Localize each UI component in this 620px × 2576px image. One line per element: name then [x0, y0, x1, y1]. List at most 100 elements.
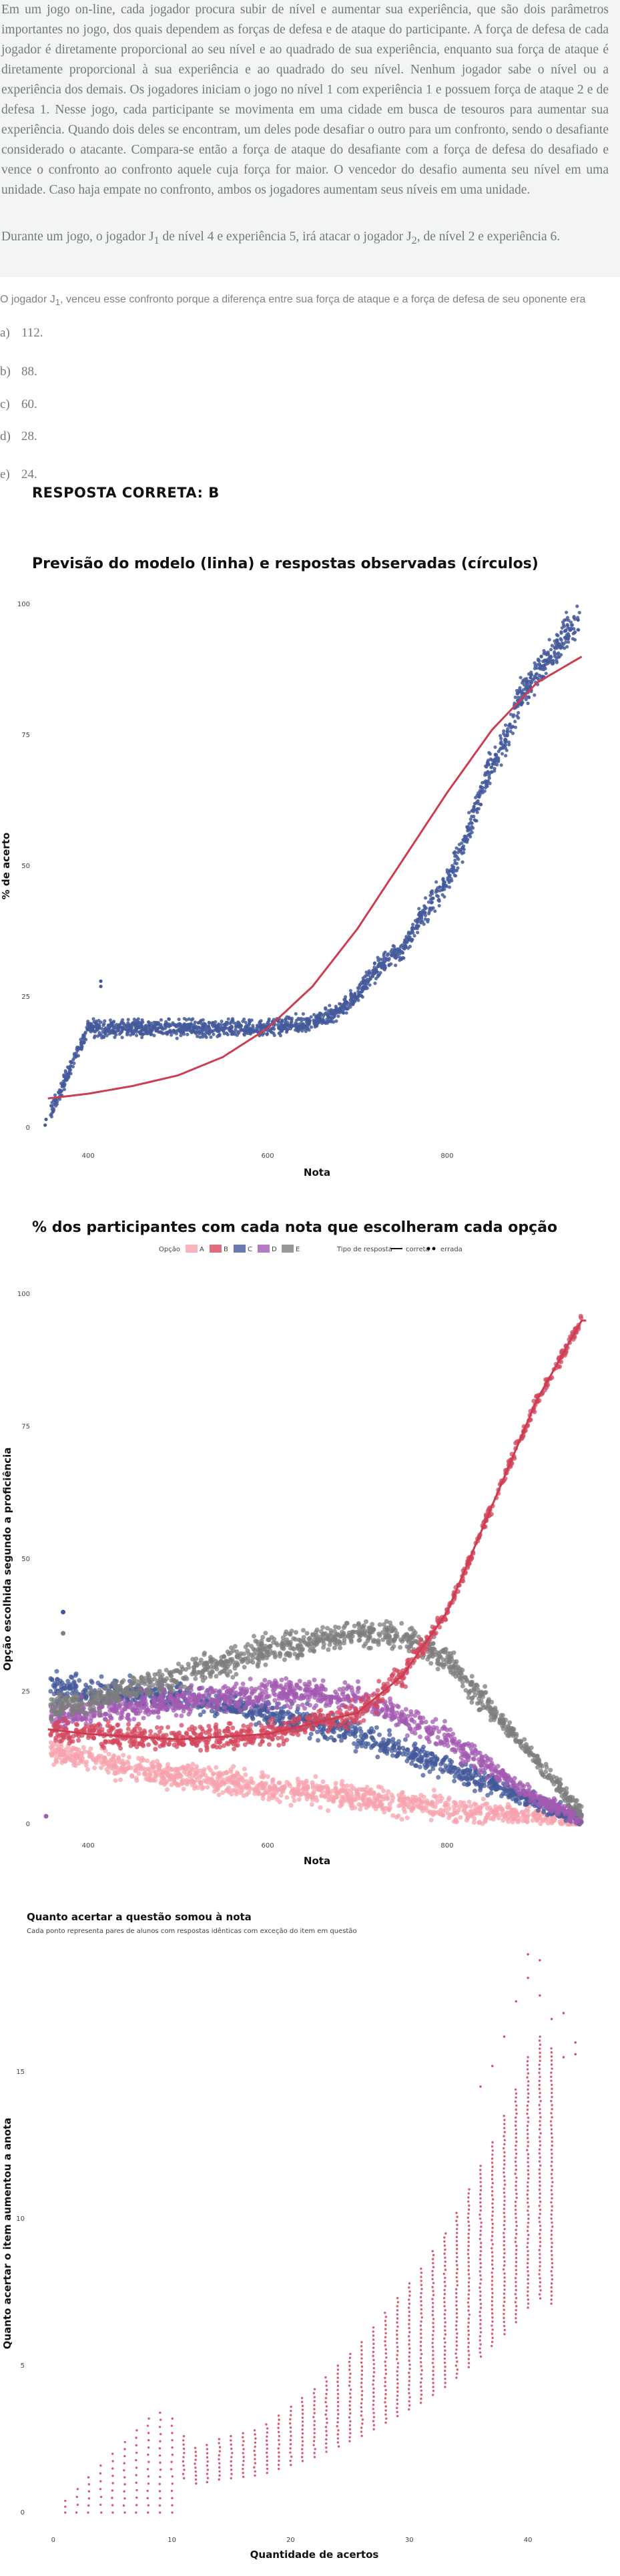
observed-point	[277, 1032, 281, 1036]
observed-point	[175, 1036, 179, 1040]
option-point	[180, 1777, 186, 1783]
option-point	[314, 1729, 320, 1735]
observed-point	[533, 661, 537, 665]
option-c[interactable]: c) 60.	[0, 397, 37, 411]
option-point	[272, 1698, 278, 1703]
observed-point	[99, 1033, 103, 1037]
option-point	[421, 1805, 426, 1811]
observed-point	[179, 1034, 183, 1038]
option-point	[125, 1761, 131, 1766]
option-point	[493, 1784, 499, 1789]
option-point	[76, 1761, 81, 1766]
option-point	[431, 1793, 436, 1799]
observed-point	[180, 1028, 185, 1032]
option-point	[330, 1789, 335, 1794]
observed-point	[289, 1021, 293, 1025]
observed-point	[244, 1025, 248, 1029]
option-point	[234, 1770, 240, 1775]
observed-point	[556, 655, 561, 659]
observed-point	[150, 1026, 154, 1030]
option-point	[356, 1685, 361, 1691]
option-point	[62, 1755, 67, 1760]
option-point	[349, 1783, 354, 1789]
observed-point	[315, 1024, 319, 1028]
observed-point	[190, 1018, 194, 1022]
observed-point	[368, 977, 372, 981]
option-point	[176, 1771, 182, 1777]
option-point	[322, 1734, 328, 1739]
observed-point	[363, 980, 367, 984]
observed-point	[453, 858, 457, 863]
observed-point	[538, 666, 542, 670]
option-point	[301, 1711, 306, 1717]
observed-point	[135, 1018, 139, 1022]
option-point	[61, 1751, 67, 1757]
option-point	[141, 1715, 146, 1721]
observed-point	[75, 1046, 80, 1050]
option-point	[364, 1784, 370, 1789]
observed-point	[167, 1030, 171, 1034]
observed-point	[224, 1031, 228, 1035]
option-point	[331, 1797, 336, 1803]
observed-point	[500, 752, 505, 756]
observed-point	[486, 779, 491, 783]
observed-point	[71, 1064, 75, 1069]
option-point	[370, 1737, 376, 1743]
observed-point	[397, 947, 401, 951]
option-point	[473, 1781, 479, 1787]
observed-point	[72, 1061, 76, 1066]
observed-point	[230, 1017, 235, 1021]
option-point	[418, 1734, 423, 1739]
option-point	[134, 1778, 139, 1783]
observed-point	[553, 645, 557, 649]
observed-point	[438, 889, 442, 893]
observed-point	[334, 1006, 338, 1010]
observed-point	[396, 954, 400, 959]
option-point	[194, 1771, 199, 1776]
option-b[interactable]: b) 88.	[0, 365, 37, 379]
observed-point	[449, 877, 453, 881]
observed-point	[553, 652, 557, 656]
observed-point	[328, 1004, 332, 1008]
option-point	[259, 1780, 264, 1785]
observed-point	[561, 620, 565, 624]
observed-point	[143, 1024, 147, 1028]
observed-point	[300, 1023, 304, 1027]
option-point	[424, 1763, 430, 1769]
option-point	[322, 1794, 328, 1799]
observed-point	[567, 618, 571, 622]
option-point	[170, 1705, 176, 1711]
observed-point	[172, 1030, 176, 1034]
observed-point	[467, 811, 471, 815]
observed-point	[479, 803, 483, 807]
observed-point	[296, 1016, 300, 1021]
option-point	[48, 1745, 53, 1750]
option-point	[214, 1779, 219, 1785]
observed-point	[290, 1018, 294, 1022]
observed-point	[473, 808, 477, 812]
observed-point	[513, 725, 518, 729]
observed-point	[322, 1014, 326, 1018]
observed-point	[503, 740, 507, 744]
option-e[interactable]: e) 24.	[0, 467, 37, 481]
option-d[interactable]: d) 28.	[0, 429, 37, 443]
option-point	[354, 1789, 360, 1795]
observed-point	[82, 1040, 86, 1045]
option-point	[314, 1783, 320, 1789]
legend-label-a: A	[200, 1246, 204, 1253]
observed-point	[456, 866, 460, 870]
option-point	[280, 1715, 285, 1721]
option-point	[205, 1775, 210, 1781]
observed-point	[336, 1014, 340, 1018]
option-point	[401, 1803, 406, 1809]
observed-point	[126, 1028, 130, 1032]
observed-point	[244, 1020, 248, 1024]
option-point	[387, 1732, 392, 1737]
option-a[interactable]: a) 112.	[0, 326, 43, 340]
option-point	[282, 1786, 287, 1791]
observed-point	[576, 618, 580, 622]
option-point	[149, 1704, 155, 1709]
observed-point	[106, 1029, 110, 1034]
observed-point	[247, 1022, 252, 1026]
option-point	[328, 1735, 334, 1740]
